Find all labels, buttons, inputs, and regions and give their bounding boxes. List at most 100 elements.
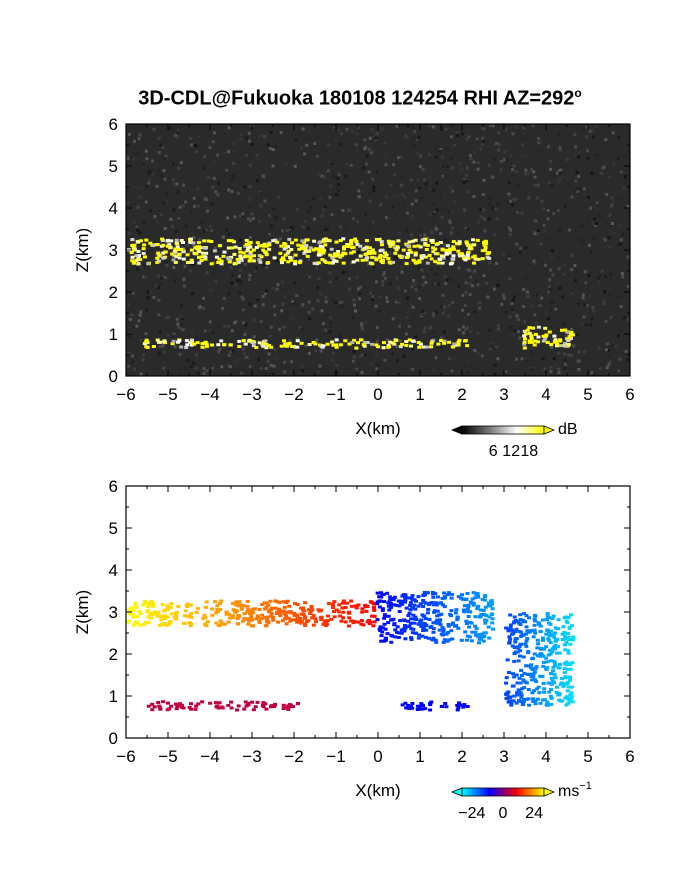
noise-cell [473, 150, 477, 154]
echo-cell [566, 701, 571, 705]
echo-cell [386, 621, 391, 625]
echo-cell [421, 605, 426, 608]
noise-cell [231, 274, 235, 278]
echo-cell [363, 246, 368, 250]
noise-cell [176, 190, 180, 194]
echo-cell [133, 601, 138, 605]
noise-cell [532, 259, 536, 263]
echo-cell [421, 345, 426, 349]
echo-cell [553, 631, 558, 635]
echo-cell [227, 612, 232, 616]
x-tick-label: 4 [541, 385, 550, 404]
echo-cell [471, 238, 476, 242]
noise-cell [421, 283, 425, 287]
echo-cell [142, 243, 147, 247]
echo-cell [243, 244, 248, 248]
noise-cell [563, 322, 566, 326]
noise-cell [522, 305, 526, 309]
echo-cell [450, 345, 455, 349]
noise-cell [221, 306, 225, 310]
echo-cell [565, 337, 570, 341]
noise-cell [305, 143, 309, 147]
noise-cell [356, 250, 360, 254]
noise-cell [139, 372, 143, 376]
noise-cell [468, 293, 472, 297]
y-tick-label: 4 [109, 199, 118, 218]
noise-cell [372, 185, 376, 189]
echo-cell [189, 622, 193, 626]
noise-cell [505, 158, 509, 162]
noise-cell [331, 298, 335, 302]
noise-cell [146, 290, 150, 294]
echo-cell [540, 618, 545, 622]
echo-cell [279, 258, 284, 262]
noise-cell [264, 289, 268, 293]
noise-cell [532, 230, 536, 234]
noise-cell [161, 201, 165, 205]
echo-cell [567, 679, 572, 682]
echo-cell [506, 629, 511, 633]
echo-cell [262, 607, 267, 611]
echo-cell [385, 632, 390, 636]
echo-cell [467, 625, 472, 629]
echo-cell [230, 246, 235, 250]
noise-cell [608, 360, 612, 364]
noise-cell [549, 167, 553, 171]
noise-cell [356, 315, 360, 319]
echo-cell [416, 244, 421, 248]
noise-cell [444, 128, 448, 132]
echo-cell [335, 252, 340, 256]
noise-cell [404, 134, 408, 138]
echo-cell [359, 619, 364, 622]
noise-cell [504, 370, 508, 374]
noise-cell [582, 315, 586, 319]
noise-cell [482, 217, 486, 221]
echo-cell [514, 627, 519, 631]
echo-cell [507, 671, 512, 674]
noise-cell [442, 330, 446, 334]
noise-cell [420, 268, 424, 272]
echo-cell [482, 631, 487, 635]
echo-cell [524, 625, 529, 629]
noise-cell [414, 189, 418, 193]
echo-cell [413, 615, 418, 619]
noise-cell [128, 125, 132, 129]
echo-cell [512, 652, 517, 655]
noise-cell [574, 153, 577, 157]
echo-cell [566, 330, 571, 334]
noise-cell [614, 345, 618, 349]
noise-cell [595, 207, 599, 211]
y-axis-label: Z(km) [73, 228, 92, 272]
echo-cell [142, 601, 147, 605]
noise-cell [342, 239, 346, 242]
echo-cell [548, 641, 553, 645]
noise-cell [323, 231, 327, 235]
echo-cell [345, 243, 350, 246]
echo-cell [291, 705, 296, 709]
x-tick-label: −6 [116, 747, 135, 766]
noise-cell [419, 314, 423, 318]
noise-cell [364, 242, 368, 245]
noise-cell [202, 367, 206, 370]
echo-feature [142, 338, 470, 350]
echo-cell [399, 599, 404, 603]
noise-cell [576, 190, 580, 193]
echo-cell [248, 245, 253, 249]
noise-cell [259, 204, 263, 208]
noise-cell [303, 354, 307, 357]
echo-cell [569, 337, 573, 340]
echo-cell [210, 343, 215, 347]
echo-cell [563, 328, 568, 332]
echo-cell [308, 246, 313, 250]
noise-cell [556, 209, 560, 213]
echo-cell [354, 606, 359, 610]
echo-cell [533, 702, 538, 706]
echo-cell [267, 247, 272, 251]
echo-cell [330, 261, 335, 265]
echo-cell [278, 251, 283, 255]
echo-cell [145, 345, 150, 349]
noise-cell [397, 286, 401, 290]
noise-cell [482, 127, 486, 131]
noise-cell [493, 363, 497, 367]
